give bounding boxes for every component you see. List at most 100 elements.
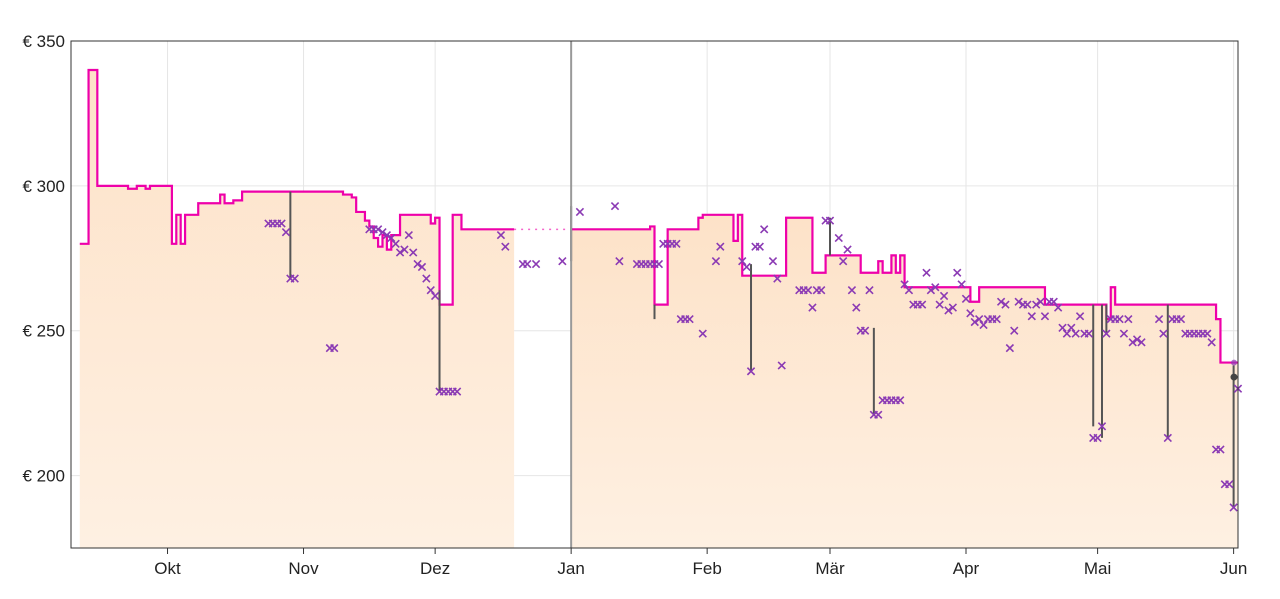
offer-marker <box>452 387 462 396</box>
offer-marker-stroke <box>395 248 405 257</box>
offer-marker <box>1154 314 1164 324</box>
offer-marker-stroke <box>1207 338 1216 347</box>
offer-marker <box>373 225 383 234</box>
offer-marker <box>685 314 694 324</box>
offer-marker-stroke <box>413 259 422 269</box>
offer-marker <box>944 306 953 315</box>
offer-marker-stroke <box>738 257 747 266</box>
x-tick-label: Dez <box>420 559 450 578</box>
offer-marker-stroke <box>926 285 936 295</box>
offer-marker-stroke <box>939 291 949 301</box>
offer-marker-stroke <box>825 216 835 225</box>
offer-marker <box>400 245 409 254</box>
offer-marker-stroke <box>400 245 409 254</box>
offer-marker <box>847 285 857 295</box>
offer-marker-stroke <box>698 329 707 338</box>
offer-marker <box>1075 312 1085 321</box>
offer-marker <box>1062 329 1072 338</box>
offer-marker-stroke <box>803 285 813 295</box>
offer-marker-stroke <box>1229 503 1238 512</box>
price-area <box>79 69 1238 549</box>
offer-marker <box>1119 329 1129 338</box>
offer-marker <box>395 248 405 257</box>
offer-marker-stroke <box>417 262 427 272</box>
y-tick-label: € 200 <box>22 467 65 486</box>
offer-marker-stroke <box>1203 329 1212 338</box>
offer-marker-stroke <box>1097 422 1107 431</box>
offer-marker <box>957 280 966 289</box>
offer-marker <box>1071 329 1080 338</box>
offer-marker <box>1014 297 1023 306</box>
offer-marker <box>760 225 769 234</box>
offer-marker-stroke <box>1119 329 1129 338</box>
y-tick-label: € 250 <box>22 322 65 341</box>
offer-marker-stroke <box>1014 297 1023 306</box>
offer-marker <box>931 283 940 292</box>
offer-marker-stroke <box>961 294 971 304</box>
offer-marker-stroke <box>847 285 857 295</box>
offer-marker <box>852 303 861 312</box>
offer-marker-stroke <box>1154 314 1164 324</box>
offer-marker-stroke <box>1053 303 1063 312</box>
offer-marker-stroke <box>1075 312 1085 321</box>
offer-marker-stroke <box>755 242 764 251</box>
offer-marker <box>654 259 664 269</box>
offer-marker <box>1216 445 1225 454</box>
x-tick-label: Mai <box>1084 559 1111 578</box>
offer-marker <box>417 262 427 272</box>
offer-marker <box>996 297 1006 306</box>
offer-marker <box>610 201 620 211</box>
offer-marker <box>422 274 431 283</box>
offer-marker <box>773 274 782 283</box>
offer-marker <box>825 216 835 225</box>
offer-marker-stroke <box>777 361 786 370</box>
offer-marker-stroke <box>953 268 962 277</box>
offer-marker-stroke <box>277 219 286 228</box>
offer-marker <box>900 280 909 289</box>
offer-marker <box>834 233 843 243</box>
offer-marker-stroke <box>917 300 927 309</box>
offer-marker <box>413 259 422 269</box>
offer-marker-stroke <box>430 291 440 301</box>
price-connectors <box>289 191 1235 508</box>
offer-marker-stroke <box>1124 314 1133 324</box>
amazon-price-segment <box>79 68 515 306</box>
offer-marker-stroke <box>1001 300 1010 309</box>
offer-marker <box>1067 323 1076 332</box>
offer-marker <box>426 285 435 295</box>
offer-marker <box>803 285 813 295</box>
offer-marker <box>922 268 931 277</box>
offer-marker <box>917 300 927 309</box>
offer-marker <box>290 274 299 283</box>
offer-marker <box>382 230 392 240</box>
third-party-offers <box>264 201 1243 512</box>
offer-marker <box>1053 303 1063 312</box>
y-tick-label: € 350 <box>22 32 65 51</box>
offer-marker <box>939 291 949 301</box>
offer-marker-stroke <box>852 303 861 312</box>
offer-marker <box>698 329 707 338</box>
x-tick-label: Jan <box>557 559 584 578</box>
offer-marker <box>966 309 975 318</box>
offer-marker-stroke <box>378 228 387 237</box>
offer-marker-stroke <box>1036 297 1045 306</box>
offer-marker <box>1005 343 1015 353</box>
offer-marker-stroke <box>1093 433 1102 443</box>
offer-marker <box>948 303 957 312</box>
offer-marker <box>865 285 874 295</box>
offer-marker <box>1027 312 1036 321</box>
offer-marker <box>746 367 756 376</box>
offer-marker <box>970 317 979 327</box>
offer-marker-stroke <box>834 233 843 243</box>
offer-marker <box>874 410 883 419</box>
offer-marker-stroke <box>523 259 532 269</box>
axis-labels: € 200 € 250 € 300 € 350 Okt Nov Dez Jan Feb Mär Ap… <box>22 32 1247 578</box>
offer-marker <box>1093 433 1102 443</box>
offer-marker <box>935 300 944 309</box>
offer-marker <box>558 257 567 266</box>
offer-marker <box>1128 338 1137 347</box>
offer-marker <box>1102 329 1111 338</box>
offer-marker-stroke <box>716 242 725 251</box>
